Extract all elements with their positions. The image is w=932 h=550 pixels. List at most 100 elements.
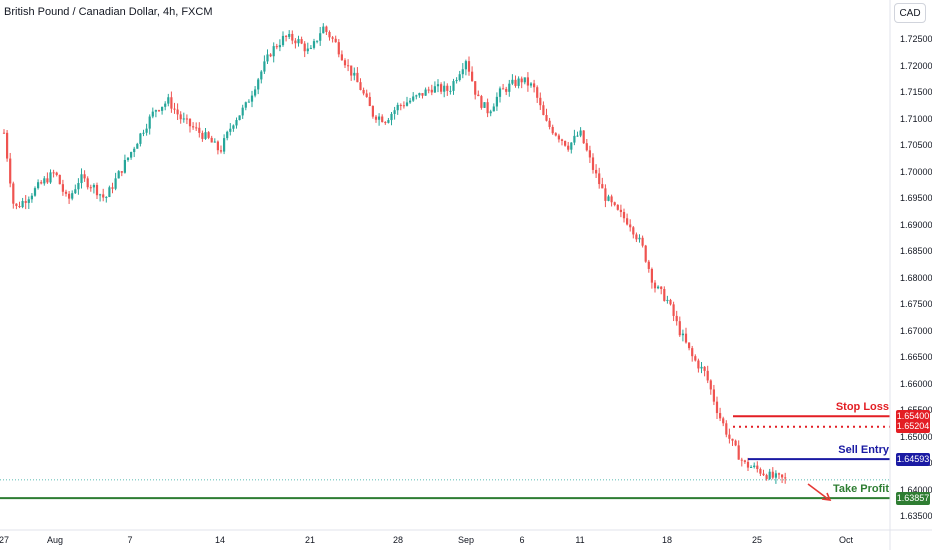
- candle-up: [529, 83, 533, 86]
- candle-up: [250, 95, 254, 102]
- candle-down: [647, 261, 650, 269]
- candle-up: [523, 77, 526, 83]
- candle-up: [322, 26, 325, 34]
- candle-up: [117, 171, 120, 179]
- candle-up: [458, 74, 461, 81]
- candle-down: [731, 438, 734, 441]
- price-tick-label: 1.65000: [900, 431, 932, 442]
- price-tick-label: 1.68000: [900, 272, 932, 283]
- candle-down: [170, 97, 173, 109]
- candle-down: [533, 83, 536, 88]
- candle-down: [179, 114, 182, 120]
- candle-down: [585, 143, 588, 151]
- candle-up: [278, 45, 281, 48]
- candle-down: [756, 465, 759, 470]
- candle-down: [343, 60, 347, 66]
- candle-down: [560, 139, 564, 141]
- take-profit-arrow: [807, 483, 832, 501]
- candle-up: [114, 178, 117, 189]
- time-tick-label: Oct: [838, 535, 854, 545]
- candle-down: [672, 304, 675, 316]
- time-tick-label: Sep: [457, 535, 475, 545]
- candle-down: [365, 93, 368, 97]
- candle-down: [58, 175, 61, 185]
- candle-down: [709, 380, 712, 390]
- candle-down: [188, 118, 192, 127]
- candle-down: [350, 65, 353, 76]
- candle-up: [316, 40, 319, 42]
- price-tick-label: 1.66000: [900, 378, 932, 389]
- candle-up: [570, 142, 573, 150]
- candle-down: [675, 315, 678, 322]
- candle-down: [740, 459, 743, 461]
- candle-up: [74, 189, 77, 194]
- time-tick-label: 18: [661, 535, 673, 545]
- candle-up: [309, 47, 312, 49]
- price-tick-label: 1.70500: [900, 140, 932, 150]
- time-tick-label: 25: [751, 535, 763, 545]
- candle-up: [33, 188, 37, 196]
- candle-down: [427, 89, 430, 91]
- candle-down: [83, 174, 86, 179]
- candle-down: [697, 360, 700, 369]
- candle-down: [622, 212, 626, 219]
- candle-up: [21, 201, 24, 208]
- candle-down: [371, 106, 374, 117]
- candle-up: [483, 102, 486, 108]
- candle-up: [105, 196, 108, 198]
- candle-down: [325, 26, 328, 32]
- candle-up: [573, 135, 576, 143]
- candle-down: [55, 172, 58, 176]
- candle-up: [133, 148, 136, 153]
- time-tick-label: 11: [575, 535, 585, 545]
- candle-up: [409, 100, 412, 103]
- candle-down: [514, 79, 517, 86]
- candle-down: [545, 115, 548, 121]
- candle-up: [405, 102, 409, 106]
- candle-down: [601, 184, 604, 189]
- candle-down: [402, 105, 405, 107]
- candle-up: [681, 333, 684, 336]
- candle-up: [223, 138, 226, 152]
- time-tick-label: 27: [0, 535, 10, 545]
- candle-down: [505, 88, 508, 92]
- candle-down: [12, 183, 15, 204]
- candle-up: [164, 103, 167, 107]
- candle-down: [486, 102, 489, 114]
- candle-up: [80, 174, 83, 184]
- candle-down: [86, 178, 89, 188]
- candle-down: [684, 333, 688, 343]
- candle-up: [229, 128, 232, 132]
- candle-up: [92, 184, 95, 188]
- candle-down: [6, 132, 9, 159]
- candle-down: [421, 93, 424, 96]
- candle-down: [663, 289, 666, 301]
- candle-up: [266, 54, 269, 62]
- candle-down: [15, 203, 18, 207]
- candle-down: [610, 196, 613, 203]
- candle-down: [626, 218, 629, 225]
- candle-down: [331, 37, 334, 39]
- candle-up: [576, 135, 579, 137]
- candle-down: [759, 469, 762, 474]
- candle-down: [591, 157, 595, 170]
- candle-down: [784, 477, 787, 479]
- candle-down: [384, 122, 387, 124]
- candle-up: [241, 107, 244, 116]
- price-tick-label: 1.67500: [900, 299, 932, 309]
- candle-up: [123, 159, 126, 173]
- candle-up: [108, 187, 111, 197]
- candle-up: [511, 79, 514, 84]
- candle-down: [520, 78, 523, 83]
- candle-up: [27, 199, 30, 203]
- candle-up: [498, 88, 502, 97]
- candle-up: [306, 48, 309, 52]
- currency-button[interactable]: CAD: [894, 3, 926, 23]
- candle-down: [771, 471, 774, 478]
- candle-up: [353, 72, 356, 76]
- candle-up: [30, 195, 33, 200]
- candle-down: [632, 227, 635, 235]
- candle-down: [157, 110, 161, 112]
